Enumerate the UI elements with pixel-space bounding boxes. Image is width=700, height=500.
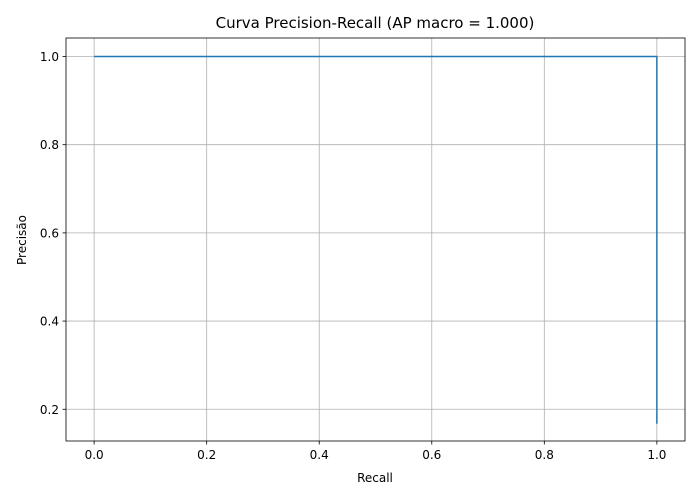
x-axis-label: Recall	[357, 471, 393, 485]
y-tick-label-2: 0.6	[40, 226, 59, 240]
y-axis-label: Precisão	[15, 215, 29, 265]
chart-title: Curva Precision-Recall (AP macro = 1.000…	[216, 14, 535, 32]
series-line-0	[94, 55, 658, 424]
plot-frame	[65, 37, 686, 442]
axes: 0.0 0.2 0.4 0.6 0.8 1.0 0.2 0.4 0.6 0.8 1.0	[40, 37, 686, 462]
x-tick-label-0: 0.0	[85, 448, 104, 462]
y-tick-label-4: 1.0	[40, 50, 59, 64]
y-tick-label-3: 0.8	[40, 138, 59, 152]
plot-series	[94, 55, 658, 424]
x-tick-label-5: 1.0	[647, 448, 666, 462]
x-tick-label-3: 0.6	[422, 448, 441, 462]
y-tick-label-0: 0.2	[40, 403, 59, 417]
x-tick-label-2: 0.4	[310, 448, 329, 462]
x-tick-label-1: 0.2	[197, 448, 216, 462]
x-tick-label-4: 0.8	[535, 448, 554, 462]
y-tick-label-1: 0.4	[40, 315, 59, 329]
